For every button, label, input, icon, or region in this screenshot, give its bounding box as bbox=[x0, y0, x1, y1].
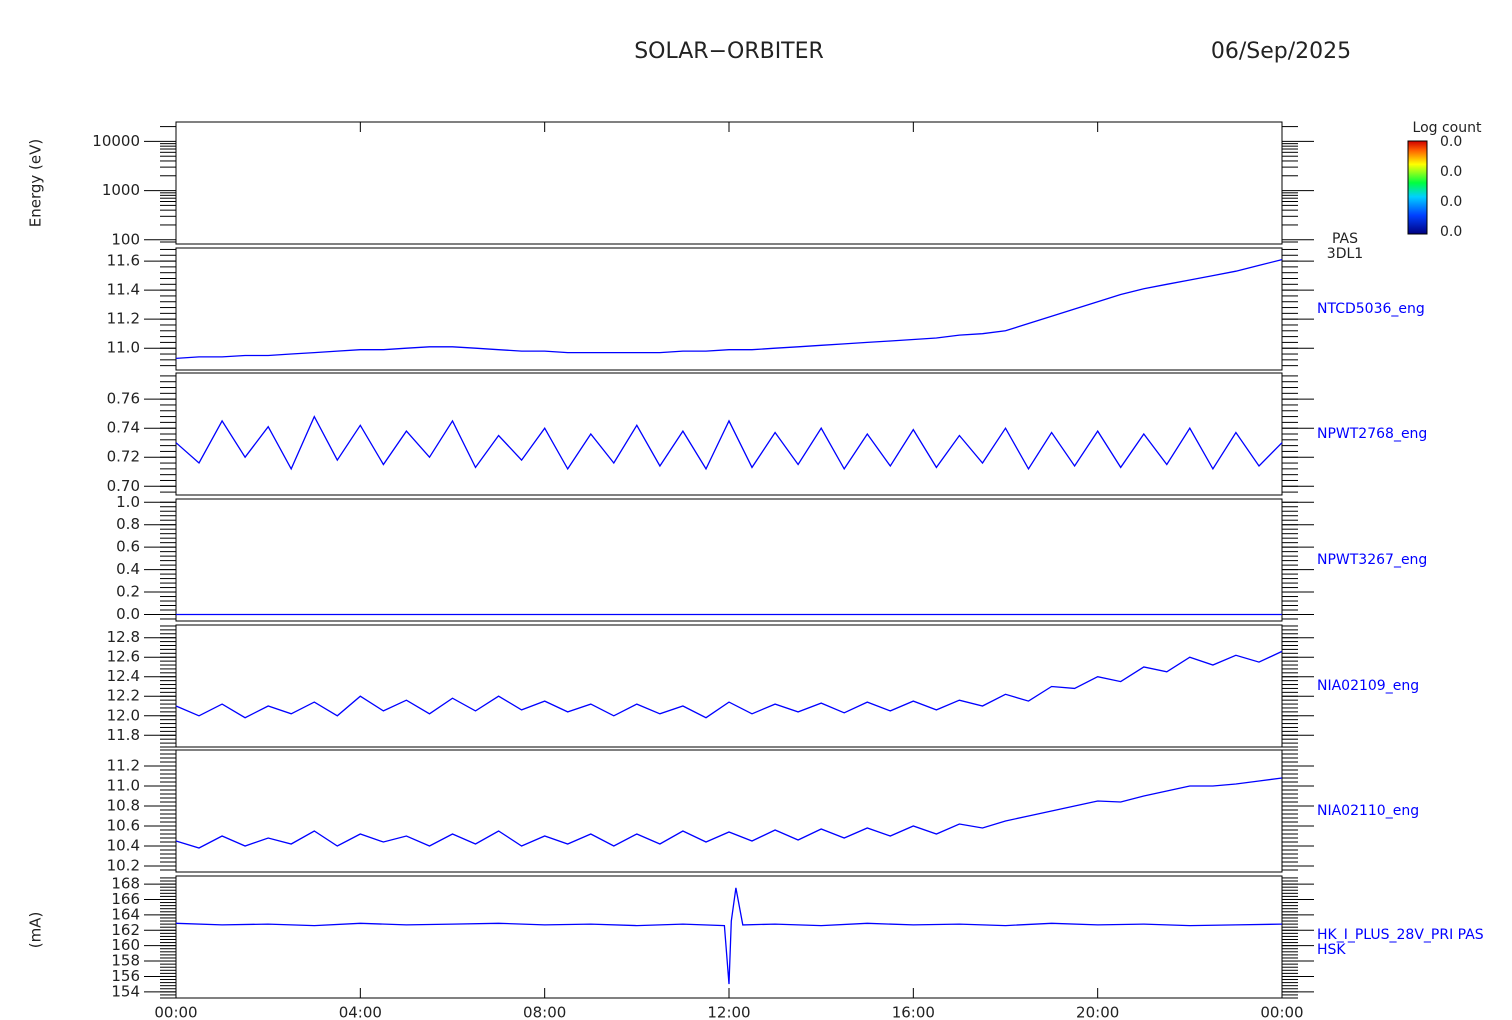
series-line bbox=[175, 258, 1283, 360]
colorbar-title: Log count bbox=[1413, 120, 1482, 136]
series-sublabel: HSK bbox=[1317, 942, 1346, 958]
series-label: NPWT3267_eng bbox=[1317, 552, 1427, 568]
series-label: NPWT2768_eng bbox=[1317, 426, 1427, 442]
y-tick-label: 12.8 bbox=[107, 628, 140, 646]
y-tick-label: 166 bbox=[111, 890, 140, 908]
date: 06/Sep/2025 bbox=[1211, 39, 1351, 64]
series-label: NIA02110_eng bbox=[1317, 803, 1419, 819]
colorbar-label: 0.0 bbox=[1440, 194, 1462, 210]
y-tick-label: 11.8 bbox=[107, 726, 140, 744]
series-label: NTCD5036_eng bbox=[1317, 301, 1425, 317]
x-tick-label: 12:00 bbox=[707, 1004, 750, 1020]
series-line bbox=[175, 650, 1283, 719]
panel-frame bbox=[175, 624, 1283, 748]
series-line bbox=[175, 887, 1283, 985]
y-tick-label: 10.6 bbox=[107, 817, 140, 835]
y-tick-label: 12.4 bbox=[107, 667, 140, 685]
y-tick-label: 0.8 bbox=[116, 515, 140, 533]
chart-title: SOLAR−ORBITER bbox=[634, 39, 824, 64]
colorbar-label: 0.0 bbox=[1440, 164, 1462, 180]
series-line bbox=[175, 415, 1283, 471]
y-tick-label: 0.74 bbox=[107, 419, 140, 437]
y-axis-label: (mA) bbox=[27, 912, 45, 949]
x-tick-label: 20:00 bbox=[1076, 1004, 1119, 1020]
y-tick-label: 160 bbox=[111, 936, 140, 954]
y-tick-label: 168 bbox=[111, 875, 140, 893]
y-tick-label: 11.2 bbox=[107, 310, 140, 328]
y-tick-label: 164 bbox=[111, 905, 140, 923]
y-tick-label: 11.0 bbox=[107, 339, 140, 357]
y-tick-label: 12.0 bbox=[107, 706, 140, 724]
y-tick-label: 1.0 bbox=[116, 493, 140, 511]
y-tick-label: 12.6 bbox=[107, 648, 140, 666]
x-tick-label: 00:00 bbox=[154, 1004, 197, 1020]
panel-frame bbox=[175, 749, 1283, 873]
panel-label: 3DL1 bbox=[1327, 246, 1363, 262]
y-tick-label: 10.8 bbox=[107, 797, 140, 815]
series-label: NIA02109_eng bbox=[1317, 678, 1419, 694]
series-label: HK_I_PLUS_28V_PRI PAS bbox=[1317, 927, 1484, 943]
y-tick-label: 10000 bbox=[92, 132, 140, 150]
y-tick-label: 10.4 bbox=[107, 837, 140, 855]
y-tick-label: 154 bbox=[111, 982, 140, 1000]
y-tick-label: 158 bbox=[111, 952, 140, 970]
panel-frame bbox=[175, 372, 1283, 496]
y-tick-label: 0.6 bbox=[116, 538, 140, 556]
colorbar bbox=[1407, 140, 1428, 235]
y-tick-label: 12.2 bbox=[107, 687, 140, 705]
x-tick-label: 00:00 bbox=[1260, 1004, 1303, 1020]
y-tick-label: 0.2 bbox=[116, 583, 140, 601]
y-tick-label: 0.72 bbox=[107, 448, 140, 466]
y-tick-label: 11.4 bbox=[107, 281, 140, 299]
y-tick-label: 0.70 bbox=[107, 477, 140, 495]
colorbar-label: 0.0 bbox=[1440, 134, 1462, 150]
y-tick-label: 10.2 bbox=[107, 857, 140, 875]
panel-label: PAS bbox=[1332, 231, 1358, 247]
y-tick-label: 0.4 bbox=[116, 560, 140, 578]
y-tick-label: 156 bbox=[111, 967, 140, 985]
panel-frame bbox=[175, 498, 1283, 622]
panel-frame bbox=[175, 121, 1283, 245]
panel-frame bbox=[175, 247, 1283, 371]
y-tick-label: 100 bbox=[111, 230, 140, 248]
y-tick-label: 11.0 bbox=[107, 777, 140, 795]
y-tick-label: 1000 bbox=[102, 181, 140, 199]
y-tick-label: 0.0 bbox=[116, 605, 140, 623]
y-tick-label: 162 bbox=[111, 921, 140, 939]
x-tick-label: 08:00 bbox=[523, 1004, 566, 1020]
x-tick-label: 04:00 bbox=[339, 1004, 382, 1020]
y-tick-label: 0.76 bbox=[107, 390, 140, 408]
y-tick-label: 11.2 bbox=[107, 757, 140, 775]
y-axis-label: Energy (eV) bbox=[27, 139, 45, 227]
y-tick-label: 11.6 bbox=[107, 252, 140, 270]
colorbar-label: 0.0 bbox=[1440, 224, 1462, 240]
series-line bbox=[175, 777, 1283, 849]
x-tick-label: 16:00 bbox=[892, 1004, 935, 1020]
